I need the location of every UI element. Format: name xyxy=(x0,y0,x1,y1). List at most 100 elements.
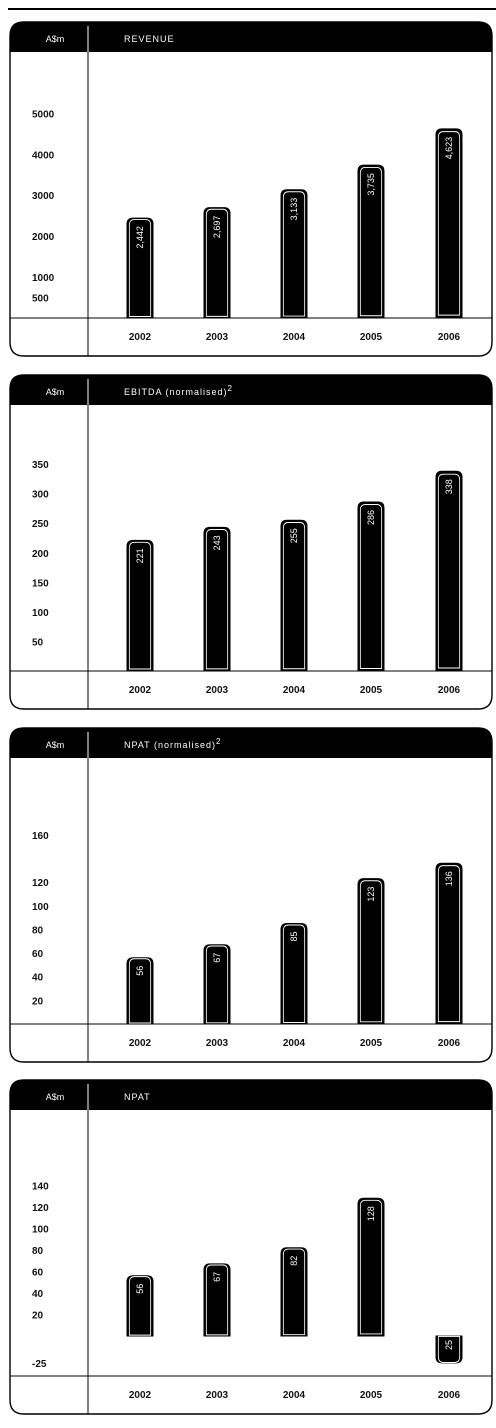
y-tick-label: 500 xyxy=(32,294,49,305)
bar-value-label: 255 xyxy=(289,528,299,543)
bar-outline xyxy=(435,470,463,672)
chart-frame xyxy=(9,727,493,1063)
bar-inner-ring xyxy=(205,529,229,670)
revenue-chart: A$m REVENUE 500 1000 2000 3000 4000 5000 2002 200… xyxy=(9,21,493,357)
y-tick-label: 160 xyxy=(32,831,49,842)
bar-outline xyxy=(280,519,308,672)
y-tick-label: 250 xyxy=(32,519,49,530)
ebitda-normalised-chart: A$m EBITDA (normalised)2 50 100 150 200 250 300… xyxy=(9,374,493,710)
bar-inner-ring xyxy=(128,958,152,1024)
y-tick-label: 100 xyxy=(32,902,49,913)
y-tick-label: 150 xyxy=(32,578,49,589)
bar-value-label: 56 xyxy=(135,1284,145,1294)
chart-title: EBITDA (normalised)2 xyxy=(124,384,233,397)
x-category-label: 2006 xyxy=(438,685,461,696)
chart-header-band xyxy=(10,1080,492,1110)
title-superscript: 2 xyxy=(216,737,221,746)
bar-inner-ring xyxy=(359,166,383,317)
x-category-label: 2003 xyxy=(206,1038,229,1049)
bar-inner-ring xyxy=(282,924,306,1023)
bar-value-label: 128 xyxy=(366,1206,376,1221)
bar-value-label: 136 xyxy=(444,871,454,886)
x-category-label: 2004 xyxy=(283,685,306,696)
y-tick-label: 2000 xyxy=(32,232,55,243)
bar-outline xyxy=(357,164,385,319)
y-tick-label: 120 xyxy=(32,878,49,889)
unit-label: A$m xyxy=(46,387,65,397)
chart-header-band xyxy=(10,728,492,758)
unit-label: A$m xyxy=(46,1092,65,1102)
bar-outline xyxy=(203,526,231,672)
x-category-label: 2002 xyxy=(129,685,152,696)
npat-chart: A$m NPAT -25 20 40 60 80 100 120 140 2002 2003 2004 2… xyxy=(9,1079,493,1415)
y-tick-label: 100 xyxy=(32,1224,49,1235)
x-category-label: 2005 xyxy=(360,1038,383,1049)
npat-normalised-chart: A$m NPAT (normalised)2 20 40 60 80 100 120 160 20… xyxy=(9,727,493,1063)
y-tick-label: 60 xyxy=(32,1267,44,1278)
bar-inner-ring xyxy=(359,503,383,669)
bar-inner-ring xyxy=(437,131,461,316)
x-category-label: 2004 xyxy=(283,1038,306,1049)
y-tick-label: 140 xyxy=(32,1181,49,1192)
x-category-label: 2004 xyxy=(283,1390,306,1401)
chart-header-band xyxy=(10,375,492,405)
chart-header-band xyxy=(10,22,492,52)
bar-inner-ring xyxy=(205,208,229,317)
bar-value-label: 25 xyxy=(444,1340,454,1350)
chart-frame xyxy=(9,374,493,710)
bar-value-label: 243 xyxy=(212,535,222,550)
x-category-label: 2002 xyxy=(129,1390,152,1401)
title-superscript: 2 xyxy=(228,384,233,393)
bar-value-label: 85 xyxy=(289,932,299,942)
bar-inner-ring xyxy=(128,1276,152,1336)
bar-outline xyxy=(280,1247,308,1337)
y-tick-label: 300 xyxy=(32,490,49,501)
top-rule xyxy=(8,8,496,10)
chart-title: NPAT (normalised)2 xyxy=(124,737,221,750)
bar-value-label: 67 xyxy=(212,953,222,963)
bar-inner-ring xyxy=(128,219,152,317)
x-category-label: 2005 xyxy=(360,1390,383,1401)
bar-value-label: 56 xyxy=(135,966,145,976)
x-category-label: 2004 xyxy=(283,332,306,343)
bar-inner-ring xyxy=(282,522,306,670)
x-category-label: 2006 xyxy=(438,1390,461,1401)
bar-value-label: 221 xyxy=(135,548,145,563)
unit-label: A$m xyxy=(46,34,65,44)
bar-inner-ring xyxy=(282,191,306,317)
bar-value-label: 82 xyxy=(289,1256,299,1266)
x-category-label: 2002 xyxy=(129,332,152,343)
x-category-label: 2003 xyxy=(206,1390,229,1401)
bar-outline xyxy=(203,1263,231,1337)
bar-inner-ring xyxy=(205,1264,229,1336)
bar-inner-ring xyxy=(282,1248,306,1336)
bar-outline xyxy=(435,862,463,1025)
chart-frame xyxy=(9,1079,493,1415)
bar-value-label: 286 xyxy=(366,510,376,525)
bar-value-label: 3,735 xyxy=(366,173,376,196)
bar-outline xyxy=(126,1275,154,1337)
bar-outline xyxy=(357,1197,385,1337)
chart-title: NPAT xyxy=(124,1092,151,1102)
x-category-label: 2003 xyxy=(206,332,229,343)
y-tick-label: 20 xyxy=(32,1310,44,1321)
bar-inner-ring xyxy=(205,945,229,1024)
bar-inner-ring xyxy=(437,865,461,1023)
bar-value-label: 2,442 xyxy=(135,226,145,249)
bar-outline xyxy=(126,539,154,672)
x-category-label: 2005 xyxy=(360,332,383,343)
x-category-label: 2006 xyxy=(438,332,461,343)
bar-inner-ring xyxy=(437,473,461,669)
bar-value-label: 67 xyxy=(212,1272,222,1282)
bar-outline xyxy=(435,128,463,319)
x-category-label: 2005 xyxy=(360,685,383,696)
bar-inner-ring xyxy=(437,1335,461,1363)
y-tick-label: 5000 xyxy=(32,109,55,120)
y-tick-label: 3000 xyxy=(32,191,55,202)
x-category-label: 2003 xyxy=(206,685,229,696)
bar-value-label: 2,697 xyxy=(212,216,222,239)
y-tick-label: 200 xyxy=(32,549,49,560)
bar-outline xyxy=(126,217,154,319)
bar-value-label: 4,623 xyxy=(444,137,454,160)
y-tick-label: 40 xyxy=(32,1289,44,1300)
